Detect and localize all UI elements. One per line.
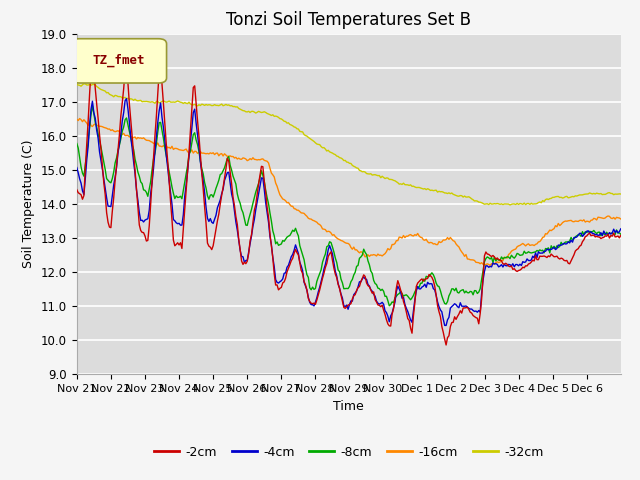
Legend: -2cm, -4cm, -8cm, -16cm, -32cm: -2cm, -4cm, -8cm, -16cm, -32cm: [149, 441, 548, 464]
Title: Tonzi Soil Temperatures Set B: Tonzi Soil Temperatures Set B: [227, 11, 471, 29]
FancyBboxPatch shape: [72, 39, 166, 83]
Text: TZ_fmet: TZ_fmet: [92, 54, 145, 67]
X-axis label: Time: Time: [333, 400, 364, 413]
Y-axis label: Soil Temperature (C): Soil Temperature (C): [22, 140, 35, 268]
